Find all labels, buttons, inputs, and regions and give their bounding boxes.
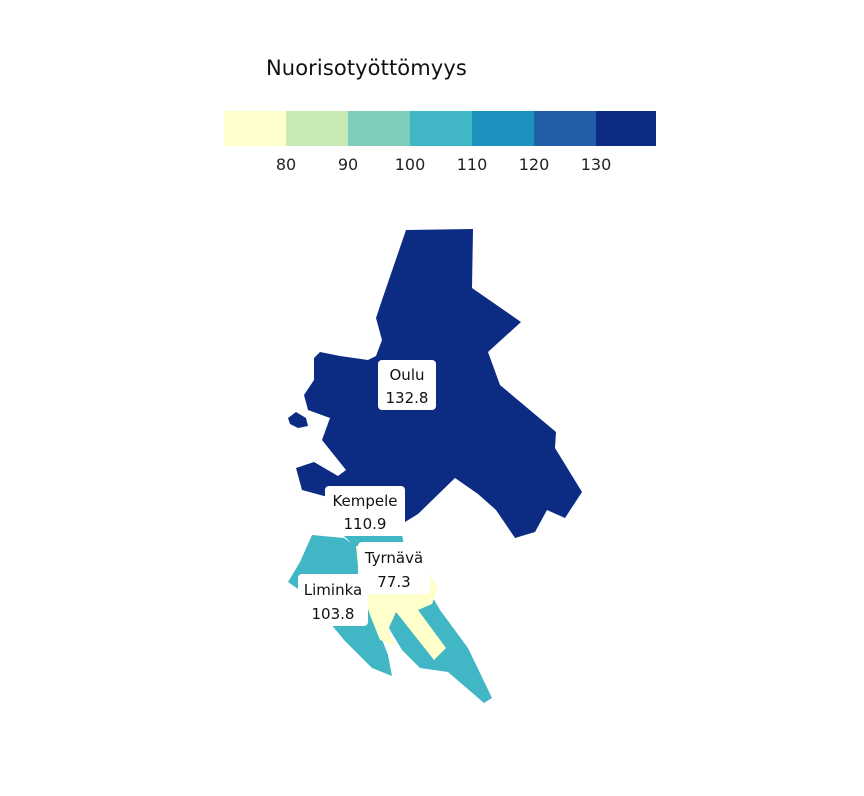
legend-swatch-6 bbox=[534, 111, 596, 146]
legend-ticks: 80 90 100 110 120 130 bbox=[276, 155, 611, 174]
legend-title: Nuorisotyöttömyys bbox=[266, 56, 467, 80]
label-oulu-name: Oulu bbox=[390, 366, 425, 384]
label-liminka-name: Liminka bbox=[304, 581, 362, 599]
label-tyrnava: Tyrnävä 77.3 bbox=[358, 542, 430, 594]
legend-tick-110: 110 bbox=[457, 155, 488, 174]
label-tyrnava-name: Tyrnävä bbox=[364, 549, 423, 567]
legend-swatch-1 bbox=[224, 111, 286, 146]
legend-swatch-7 bbox=[596, 111, 656, 146]
legend-colorbar bbox=[224, 111, 656, 146]
legend-swatch-5 bbox=[472, 111, 534, 146]
region-oulu-island[interactable] bbox=[288, 412, 308, 428]
label-liminka-value: 103.8 bbox=[312, 605, 355, 623]
legend-swatch-4 bbox=[410, 111, 472, 146]
region-oulu[interactable] bbox=[296, 229, 582, 538]
map-labels: Oulu 132.8 Kempele 110.9 Tyrnävä 77.3 Li… bbox=[298, 360, 436, 626]
label-tyrnava-value: 77.3 bbox=[377, 573, 410, 591]
legend-tick-80: 80 bbox=[276, 155, 296, 174]
legend-swatch-3 bbox=[348, 111, 410, 146]
legend-tick-130: 130 bbox=[581, 155, 612, 174]
label-liminka: Liminka 103.8 bbox=[298, 574, 368, 626]
map-regions bbox=[288, 229, 582, 703]
legend-tick-100: 100 bbox=[395, 155, 426, 174]
label-kempele-value: 110.9 bbox=[344, 515, 387, 533]
legend-tick-90: 90 bbox=[338, 155, 358, 174]
label-oulu: Oulu 132.8 bbox=[378, 360, 436, 410]
label-kempele-name: Kempele bbox=[332, 492, 397, 510]
label-kempele: Kempele 110.9 bbox=[325, 486, 405, 536]
legend-tick-120: 120 bbox=[519, 155, 550, 174]
legend-swatch-2 bbox=[286, 111, 348, 146]
label-oulu-value: 132.8 bbox=[386, 389, 429, 407]
